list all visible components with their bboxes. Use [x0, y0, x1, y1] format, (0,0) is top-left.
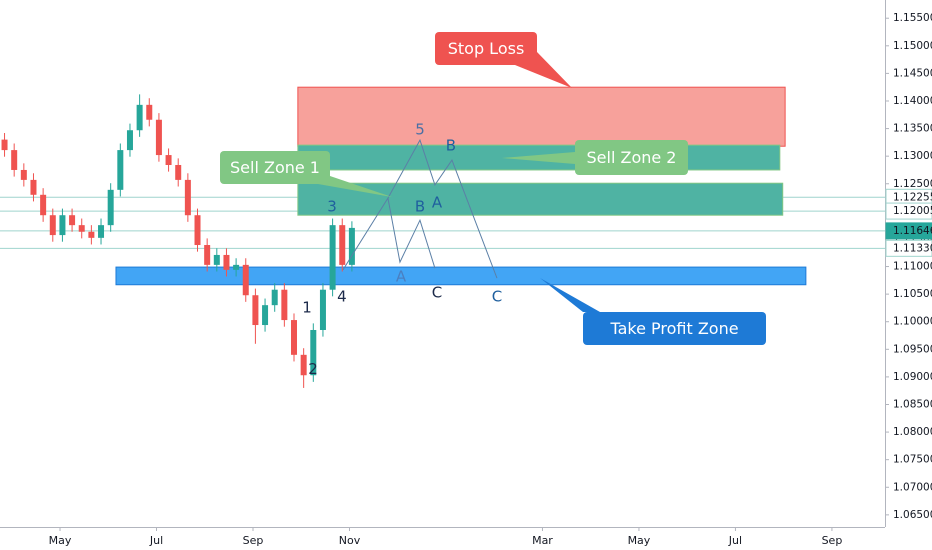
wave-label: 4 [337, 287, 347, 305]
callout-label: Stop Loss [448, 39, 525, 58]
price-level-tag [885, 239, 932, 257]
candle-body [310, 329, 317, 376]
x-tick-label: Jul [149, 534, 163, 547]
candle-body [262, 305, 269, 326]
candle-body [49, 215, 56, 236]
candle-body [155, 119, 162, 156]
y-tick-label: 1.07000 [893, 481, 932, 493]
x-tick-label: Nov [339, 534, 361, 547]
y-tick-label: 1.10000 [893, 316, 932, 328]
price-level-tag [885, 202, 932, 220]
candle-body [126, 130, 133, 151]
x-tick-label: Mar [532, 534, 553, 547]
candle-body [20, 169, 27, 180]
wave-label: 3 [327, 197, 337, 215]
y-tick-label: 1.15500 [893, 12, 932, 24]
wave-label: A [432, 194, 443, 212]
y-tick-label: 1.08000 [893, 426, 932, 438]
candle-body [146, 104, 153, 120]
callout-pointer [502, 152, 575, 164]
callout-label: Take Profit Zone [609, 319, 738, 338]
candle-body [291, 320, 298, 355]
wave-path [342, 138, 498, 279]
wave-label: C [492, 287, 502, 305]
zone [297, 86, 786, 147]
callout-box [435, 32, 537, 65]
y-tick-label: 1.13000 [893, 150, 932, 162]
wave-label: B [446, 137, 456, 155]
callout-box [220, 151, 330, 184]
candle-body [98, 225, 105, 238]
wave-label: 1 [302, 298, 312, 316]
candle-body [88, 231, 95, 238]
candle-body [348, 227, 355, 265]
wave-label: B [415, 197, 425, 215]
x-tick-label: Jul [728, 534, 742, 547]
wave-label: A [396, 268, 407, 286]
candle-body [59, 215, 66, 236]
price-level-label: 1.11330 [893, 242, 932, 254]
price-level-label: 1.12255 [893, 191, 932, 203]
callout-pointer [318, 176, 392, 197]
zone [115, 266, 807, 286]
callout-box [575, 140, 688, 175]
price-level-tag [885, 222, 932, 240]
wave-label: C [432, 284, 442, 302]
y-tick-label: 1.07500 [893, 454, 932, 466]
candle-body [204, 245, 211, 265]
x-tick-label: Sep [822, 534, 843, 547]
x-tick-label: May [49, 534, 72, 547]
candle-body [175, 164, 182, 180]
candle-body [339, 225, 346, 265]
y-tick-label: 1.13500 [893, 123, 932, 135]
candle-body [136, 104, 143, 131]
candle-body [319, 289, 326, 330]
y-tick-label: 1.09000 [893, 371, 932, 383]
wave-label: 2 [308, 360, 318, 378]
candle-body [233, 264, 240, 270]
candle-body [194, 215, 201, 246]
y-tick-label: 1.11000 [893, 261, 932, 273]
y-tick-label: 1.12500 [893, 178, 932, 190]
y-tick-label: 1.14000 [893, 95, 932, 107]
candle-body [242, 264, 249, 296]
x-tick-label: May [628, 534, 651, 547]
price-level-label: 1.11646 [893, 225, 932, 237]
y-tick-label: 1.14500 [893, 67, 932, 79]
callout-label: Sell Zone 2 [587, 148, 677, 167]
candle-body [281, 289, 288, 321]
x-tick-label: Sep [243, 534, 264, 547]
candle-body [117, 150, 124, 190]
candle-body [78, 225, 85, 232]
y-tick-label: 1.08500 [893, 398, 932, 410]
candle-body [300, 354, 307, 376]
candle-body [40, 194, 47, 216]
price-level-label: 1.12005 [893, 205, 932, 217]
candle-body [165, 155, 172, 165]
candle-body [107, 189, 114, 226]
y-tick-label: 1.15000 [893, 40, 932, 52]
candle-body [11, 150, 18, 170]
candle-body [329, 225, 336, 290]
candle-body [30, 179, 37, 195]
wave-path [387, 198, 436, 269]
candle-body [213, 254, 220, 265]
callout-box [583, 312, 766, 345]
candle-body [69, 215, 76, 226]
wave-label: 5 [415, 121, 425, 139]
candle-body [184, 179, 191, 216]
candle-body [252, 295, 259, 326]
y-tick-label: 1.09500 [893, 343, 932, 355]
zone [297, 182, 784, 216]
y-tick-label: 1.06500 [893, 509, 932, 521]
candle-body [223, 254, 230, 270]
candle-body [1, 139, 8, 151]
callout-label: Sell Zone 1 [230, 158, 320, 177]
y-tick-label: 1.10500 [893, 288, 932, 300]
callout-pointer [540, 278, 600, 312]
candle-body [271, 289, 278, 306]
